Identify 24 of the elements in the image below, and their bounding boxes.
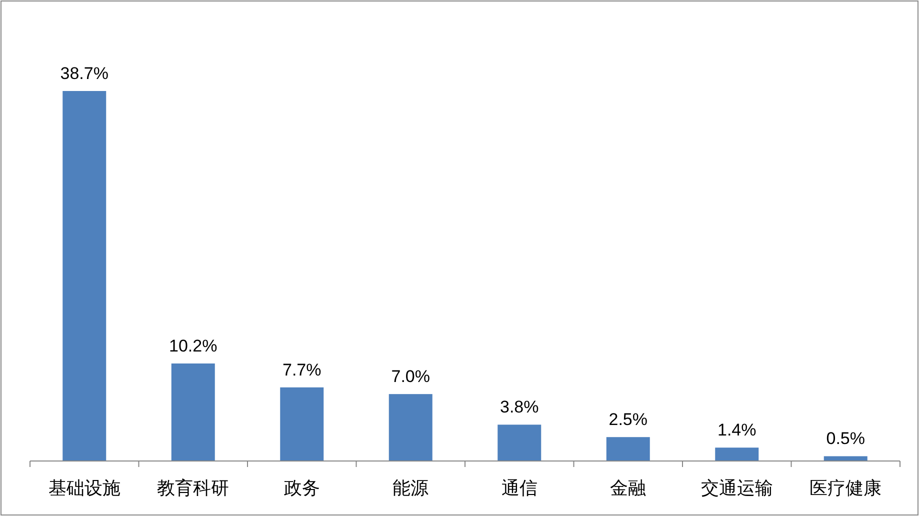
x-tick-label: 基础设施 — [48, 478, 120, 498]
data-label: 2.5% — [608, 410, 648, 430]
bar — [715, 448, 759, 461]
x-tick-label: 医疗健康 — [810, 478, 882, 498]
bar — [388, 394, 432, 461]
x-tick-label: 政务 — [284, 478, 320, 498]
bar — [280, 387, 324, 461]
data-label: 0.5% — [826, 429, 865, 448]
data-label: 1.4% — [718, 420, 756, 440]
data-label: 7.0% — [391, 367, 430, 386]
bar — [498, 424, 542, 461]
data-label: 3.8% — [500, 398, 539, 417]
bar — [824, 456, 868, 461]
bar — [62, 91, 106, 461]
x-tick-label: 金融 — [610, 478, 646, 498]
bar — [606, 437, 650, 461]
bar — [171, 363, 215, 461]
x-tick-label: 通信 — [501, 478, 538, 498]
data-label: 10.2% — [169, 336, 218, 356]
x-tick-label: 交通运输 — [700, 478, 773, 498]
data-label: 7.7% — [282, 360, 322, 380]
data-label: 38.7% — [60, 64, 108, 83]
x-tick-label: 教育科研 — [157, 478, 230, 498]
x-tick-label: 能源 — [392, 478, 429, 498]
